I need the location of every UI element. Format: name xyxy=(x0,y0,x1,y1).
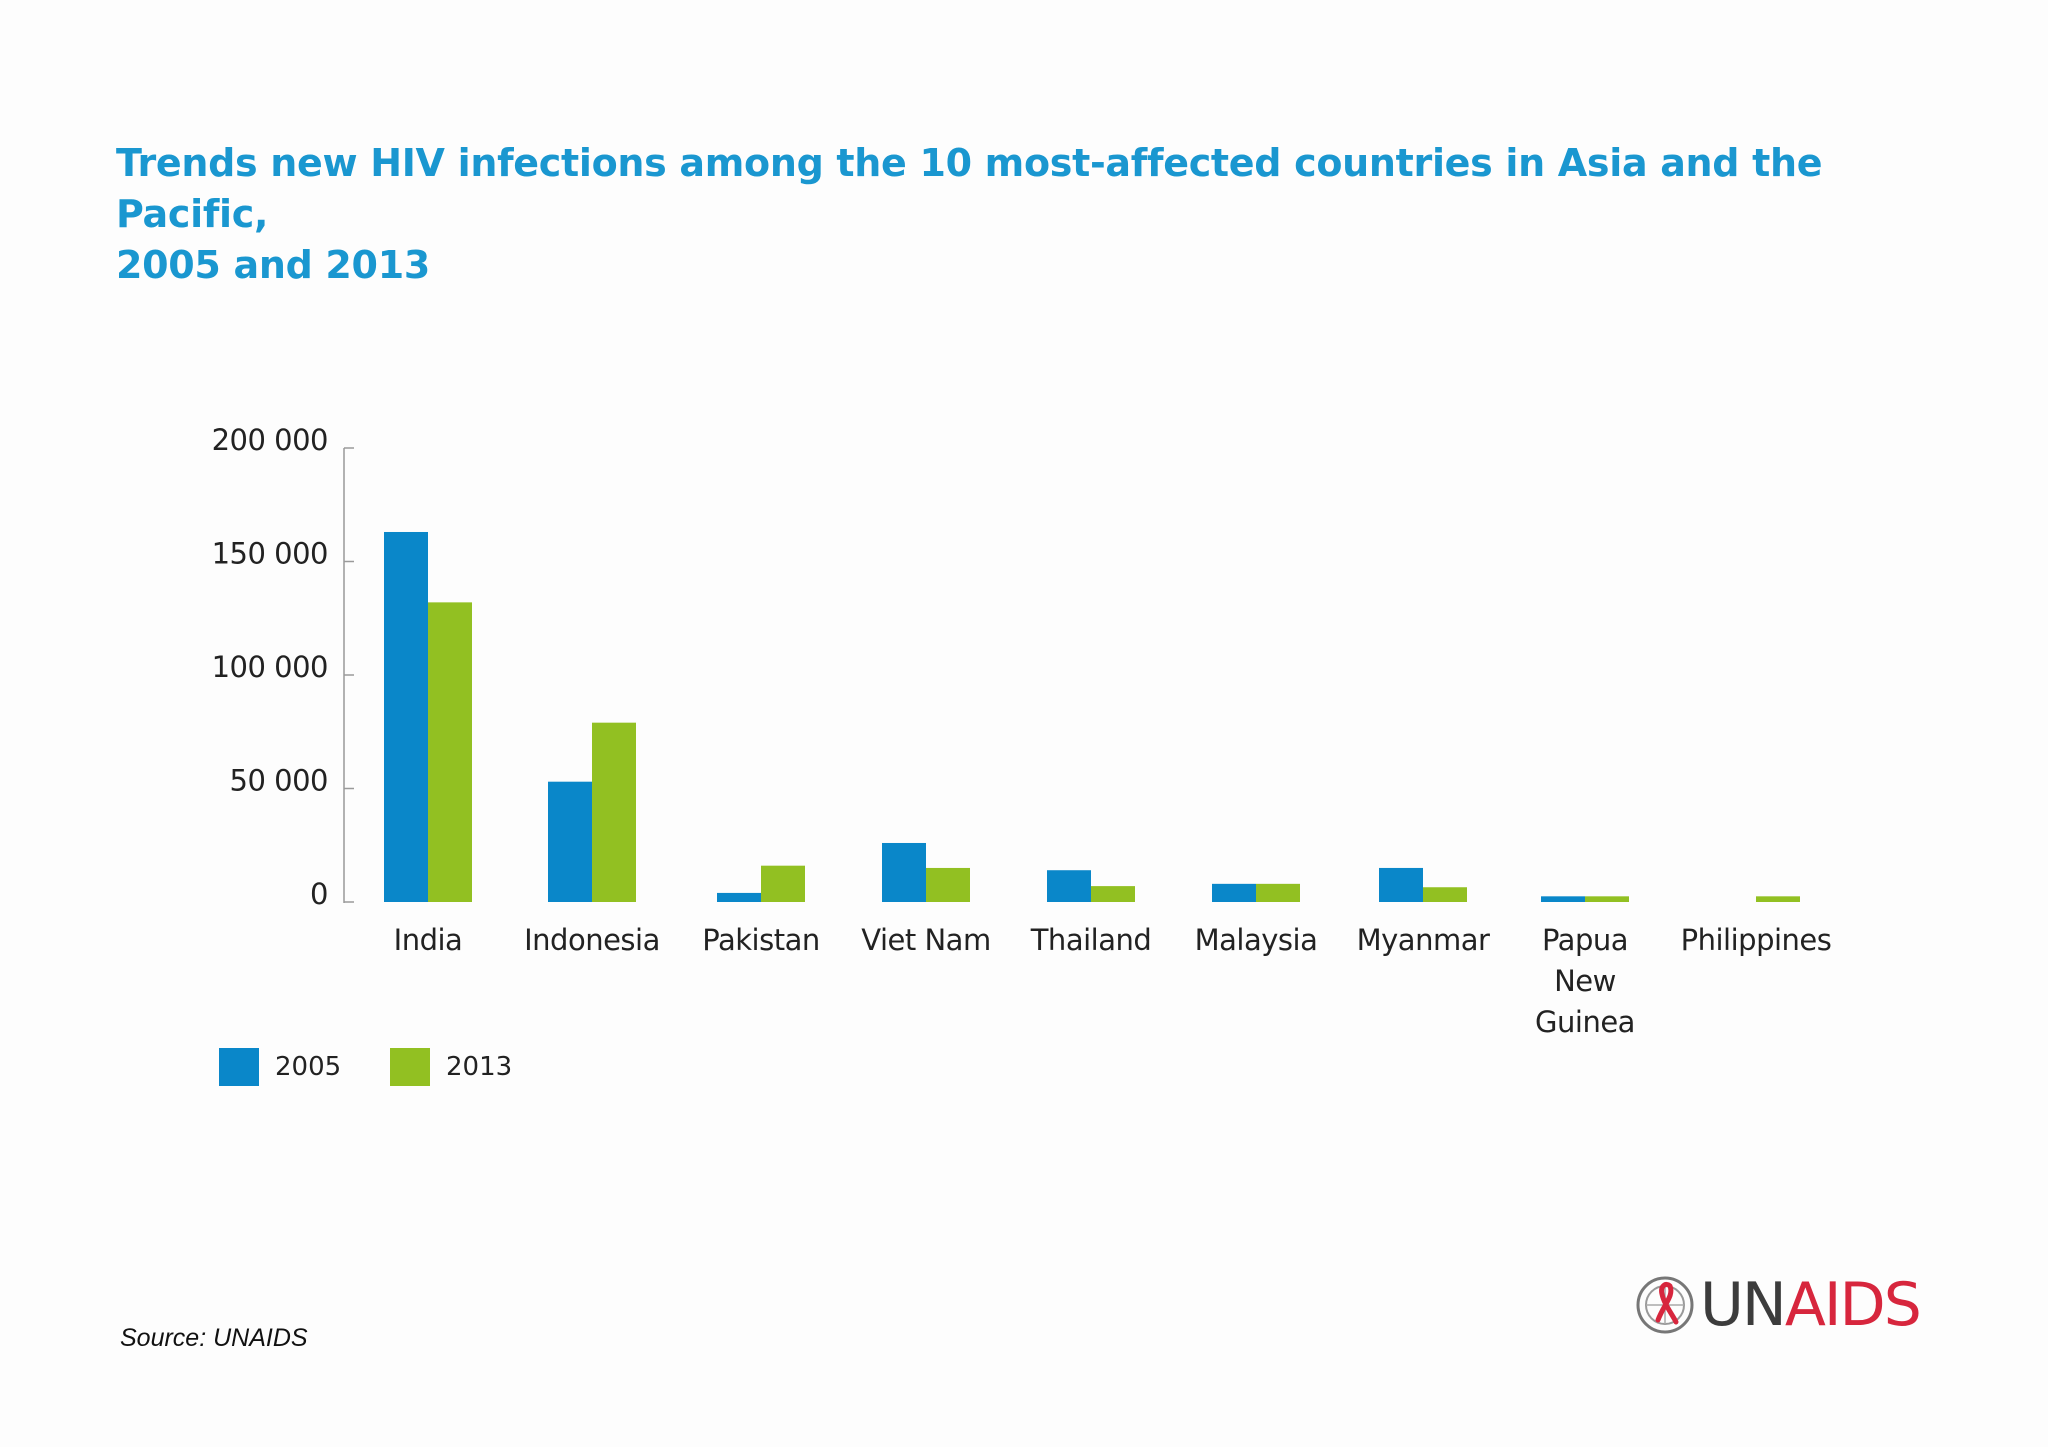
x-category-label: New xyxy=(1554,964,1616,998)
legend-label-2013: 2013 xyxy=(446,1052,513,1082)
bar-2013-5 xyxy=(1256,883,1300,902)
legend-item-2013: 2013 xyxy=(390,1047,512,1087)
chart-title-line-1: Trends new HIV infections among the 10 m… xyxy=(116,141,1823,236)
chart-title: Trends new HIV infections among the 10 m… xyxy=(116,138,1936,291)
source-note: Source: UNAIDS xyxy=(120,1324,308,1352)
unaids-logo: UN AIDS xyxy=(1634,1270,1922,1340)
legend-swatch-2013 xyxy=(390,1048,430,1086)
bar-2005-4 xyxy=(1047,870,1091,902)
bar-2005-0 xyxy=(384,531,428,902)
bar-2005-3 xyxy=(882,842,926,902)
x-category-label: Indonesia xyxy=(524,923,660,957)
logo-un: UN xyxy=(1700,1270,1787,1340)
legend-label-2005: 2005 xyxy=(275,1052,342,1082)
bar-2013-4 xyxy=(1091,886,1135,902)
y-axis: 0 50 000 100 000 150 000 200 000 xyxy=(212,423,354,911)
x-category-label: India xyxy=(394,923,463,957)
bar-2013-3 xyxy=(926,867,970,902)
x-category-label: Myanmar xyxy=(1357,923,1490,957)
x-category-label: Thailand xyxy=(1030,923,1152,957)
un-emblem-icon xyxy=(1636,1276,1694,1334)
x-category-label: Papua xyxy=(1542,923,1628,957)
x-category-label: Guinea xyxy=(1535,1005,1635,1039)
bar-2005-5 xyxy=(1212,883,1256,902)
legend-swatch-2005 xyxy=(219,1048,259,1086)
bar-2013-6 xyxy=(1423,887,1467,902)
legend-item-2005: 2005 xyxy=(219,1047,341,1087)
bar-2013-8 xyxy=(1756,896,1800,902)
y-tick-label: 200 000 xyxy=(212,423,328,457)
y-tick-label: 0 xyxy=(310,877,328,911)
bar-2005-6 xyxy=(1379,867,1423,902)
bar-2013-1 xyxy=(592,722,636,902)
x-category-label: Pakistan xyxy=(702,923,819,957)
logo-aids: AIDS xyxy=(1784,1270,1922,1340)
bar-2005-2 xyxy=(717,892,761,902)
bar-2013-2 xyxy=(761,865,805,902)
bar-2005-7 xyxy=(1541,896,1585,902)
y-tick-label: 100 000 xyxy=(212,650,328,684)
x-category-label: Malaysia xyxy=(1195,923,1318,957)
y-tick-label: 50 000 xyxy=(230,764,328,798)
x-category-label: Viet Nam xyxy=(861,923,990,957)
y-tick-label: 150 000 xyxy=(212,537,328,571)
x-axis-labels: India Indonesia Pakistan Viet Nam Thailand Ma… xyxy=(394,923,1832,1039)
bar-2013-0 xyxy=(428,602,472,902)
bar-2013-7 xyxy=(1585,896,1629,902)
bar-2005-1 xyxy=(548,781,592,902)
x-category-label: Philippines xyxy=(1681,923,1832,957)
bars xyxy=(384,531,1800,902)
chart-title-line-2: 2005 and 2013 xyxy=(116,243,430,287)
